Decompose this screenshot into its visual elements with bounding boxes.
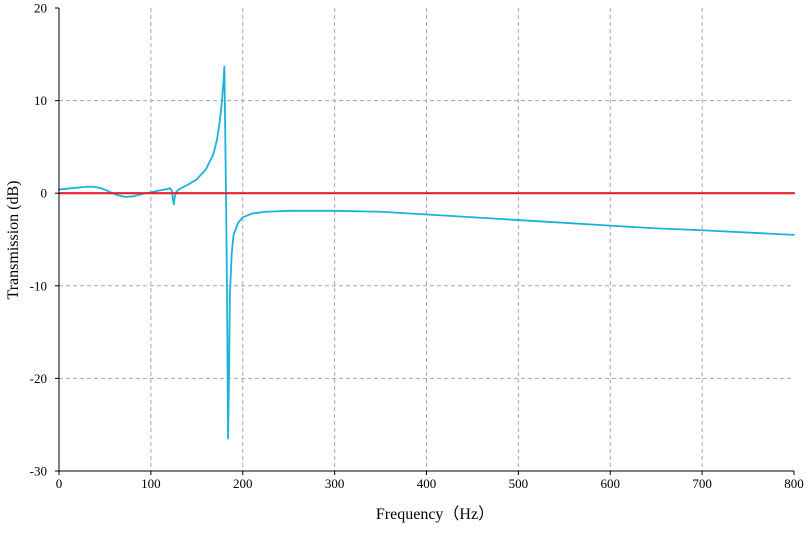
x-tick-label: 800 bbox=[784, 476, 804, 491]
x-tick-label: 700 bbox=[692, 476, 712, 491]
x-tick-label: 100 bbox=[141, 476, 161, 491]
y-tick-label: -10 bbox=[30, 278, 47, 293]
axes bbox=[55, 7, 795, 475]
x-tick-label: 200 bbox=[233, 476, 253, 491]
y-tick-label: -20 bbox=[30, 371, 47, 386]
y-tick-label: 20 bbox=[34, 1, 47, 16]
x-tick-label: 600 bbox=[601, 476, 621, 491]
y-axis-title: Transmission (dB) bbox=[5, 181, 22, 300]
grid bbox=[59, 8, 794, 471]
y-tick-label: 0 bbox=[41, 186, 48, 201]
x-tick-label: 500 bbox=[509, 476, 529, 491]
x-tick-label: 0 bbox=[56, 476, 63, 491]
x-tick-label: 300 bbox=[325, 476, 345, 491]
y-tick-label: 10 bbox=[34, 93, 47, 108]
series-layer bbox=[57, 65, 796, 440]
x-tick-label: 400 bbox=[417, 476, 437, 491]
y-tick-label: -30 bbox=[30, 464, 47, 479]
transmission-series-line bbox=[58, 65, 795, 440]
tick-labels: 0 100 200 300 400 500 600 700 800 -30 -20 -10 0 10 20 bbox=[30, 1, 804, 492]
x-axis-title: Frequency（Hz） bbox=[376, 505, 494, 523]
